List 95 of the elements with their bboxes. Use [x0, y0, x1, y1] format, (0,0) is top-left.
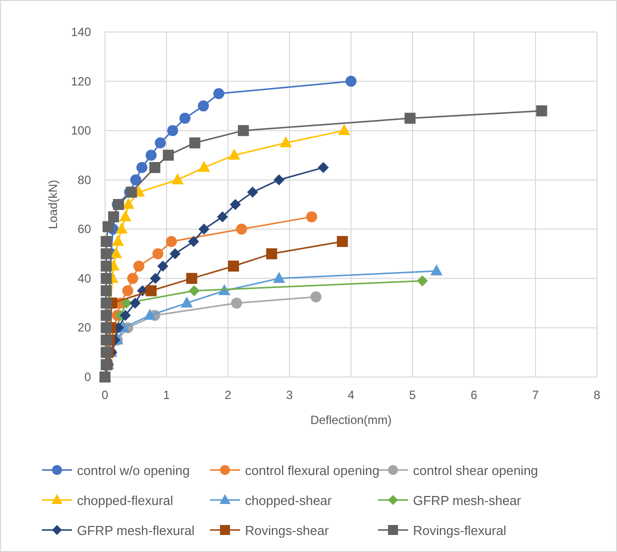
point — [272, 272, 286, 283]
point — [189, 137, 200, 148]
point — [198, 224, 210, 235]
y-tick-label: 40 — [78, 271, 92, 286]
point — [136, 162, 148, 174]
legend-label: control shear opening — [413, 463, 538, 478]
legend-label: chopped-flexural — [77, 493, 174, 508]
point — [110, 247, 122, 258]
point — [112, 234, 124, 246]
point — [130, 174, 142, 186]
point — [149, 162, 160, 174]
point — [144, 308, 156, 320]
point — [179, 112, 190, 124]
point — [338, 124, 350, 135]
legend-label: Rovings-flexural — [413, 523, 506, 538]
point — [228, 148, 240, 160]
point — [170, 248, 181, 260]
point — [346, 76, 356, 87]
point — [230, 199, 241, 210]
point — [188, 285, 200, 296]
legend-label: GFRP mesh-shear — [413, 493, 522, 508]
point — [162, 150, 174, 161]
point — [100, 236, 112, 247]
point — [188, 236, 200, 247]
point — [122, 285, 134, 296]
point — [430, 264, 443, 276]
point — [146, 150, 157, 161]
point — [236, 224, 248, 235]
point — [154, 137, 166, 148]
point — [146, 285, 157, 296]
point — [536, 105, 548, 116]
point — [172, 173, 184, 184]
point — [152, 248, 164, 260]
point — [100, 272, 112, 284]
point — [228, 260, 240, 272]
point — [167, 125, 178, 136]
legend-label: control flexural opening — [245, 463, 380, 478]
point — [216, 211, 228, 222]
point — [108, 211, 120, 222]
point — [247, 186, 258, 198]
point — [198, 100, 209, 112]
x-tick-label: 7 — [532, 388, 540, 402]
point — [306, 211, 318, 222]
legend-label: Rovings-shear — [245, 523, 330, 538]
point — [336, 236, 348, 247]
point — [318, 162, 329, 174]
point — [404, 112, 416, 124]
y-tick-label: 120 — [70, 74, 92, 88]
legend-label: GFRP mesh-flexural — [77, 523, 195, 538]
x-tick-label: 5 — [409, 388, 416, 402]
point — [274, 174, 285, 186]
y-tick-label: 100 — [70, 124, 92, 138]
x-tick-label: 6 — [470, 388, 478, 402]
y-tick-label: 80 — [78, 172, 92, 187]
point — [120, 310, 131, 321]
point — [238, 125, 249, 136]
point — [127, 272, 138, 284]
y-tick-label: 20 — [78, 320, 92, 335]
point — [186, 272, 198, 284]
x-tick-label: 4 — [348, 388, 355, 402]
point — [166, 236, 177, 247]
x-tick-label: 2 — [224, 388, 232, 402]
point — [198, 160, 210, 172]
x-tick-label: 1 — [163, 388, 170, 402]
point — [100, 248, 112, 260]
point — [100, 310, 112, 321]
point — [130, 298, 141, 309]
point — [157, 260, 168, 272]
legend-label: control w/o opening — [77, 463, 190, 478]
y-axis-title: Load(kN) — [46, 180, 60, 230]
point — [180, 296, 193, 308]
point — [100, 334, 112, 346]
x-tick-label: 3 — [286, 388, 294, 402]
point — [102, 221, 114, 232]
point — [280, 136, 292, 148]
point — [416, 275, 428, 286]
x-tick-label: 8 — [594, 388, 601, 402]
legend-label: chopped-shear — [245, 493, 332, 508]
point — [100, 260, 112, 272]
point — [116, 222, 128, 234]
point — [150, 272, 161, 284]
point — [266, 248, 278, 260]
x-axis-title: Deflection(mm) — [310, 413, 392, 427]
point — [213, 88, 224, 100]
point — [119, 210, 132, 222]
y-tick-label: 60 — [78, 222, 92, 236]
point — [310, 291, 322, 302]
y-tick-label: 0 — [84, 370, 92, 384]
point — [100, 298, 112, 309]
y-tick-label: 140 — [70, 25, 92, 39]
point — [231, 298, 242, 309]
x-tick-label: 0 — [102, 388, 109, 402]
point — [133, 260, 144, 272]
point — [121, 298, 132, 309]
point — [100, 285, 112, 296]
